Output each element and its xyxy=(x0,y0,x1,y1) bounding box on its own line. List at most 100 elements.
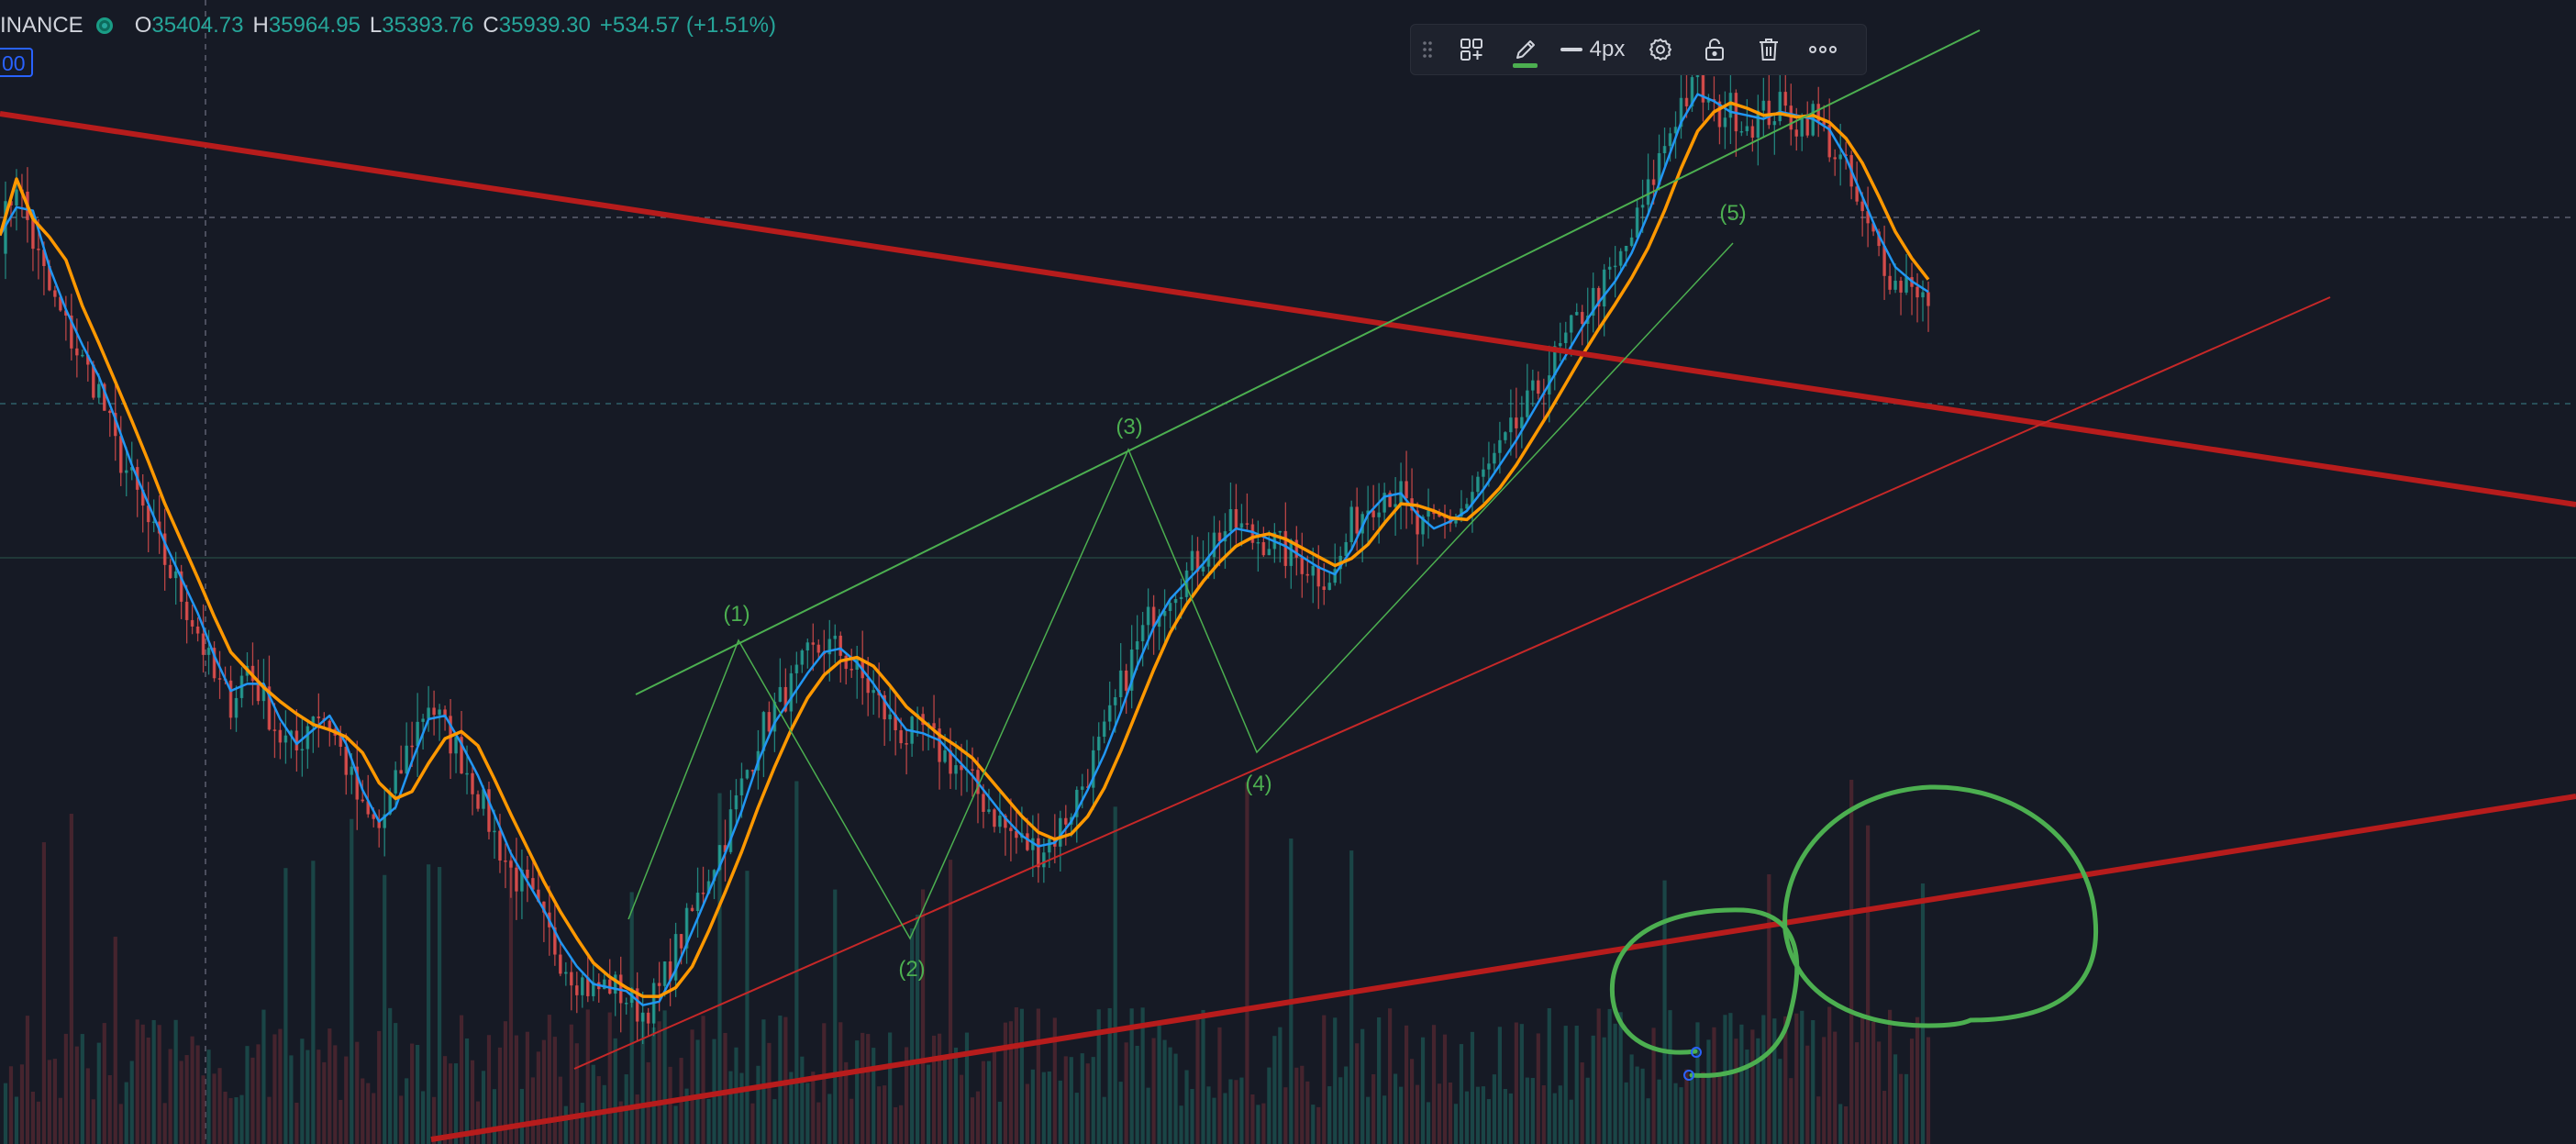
line-width-button[interactable]: 4px xyxy=(1552,24,1633,75)
high-value: 35964.95 xyxy=(268,13,361,38)
volume-bar xyxy=(206,1050,211,1144)
volume-bar xyxy=(91,1099,95,1144)
freehand-circle-right[interactable] xyxy=(1782,784,2099,1028)
lock-button[interactable] xyxy=(1687,24,1741,75)
volume-bar xyxy=(217,1068,222,1144)
candle xyxy=(355,740,360,830)
volume-bar xyxy=(361,1078,365,1144)
volume-bar xyxy=(937,1033,942,1144)
volume-bar xyxy=(234,1097,239,1144)
volume-bar xyxy=(305,1050,310,1144)
candle xyxy=(366,774,371,818)
candle xyxy=(1184,561,1189,607)
drawing-anchor-point[interactable] xyxy=(1691,1047,1702,1058)
candle xyxy=(1618,248,1623,273)
trendline-lower-support[interactable] xyxy=(430,794,2576,1142)
volume-bar xyxy=(959,1074,964,1144)
candle xyxy=(1311,547,1316,604)
candle xyxy=(212,641,217,683)
volume-bar xyxy=(569,1024,573,1144)
volume-bar xyxy=(1728,1013,1733,1144)
volume-bar xyxy=(1333,1017,1338,1144)
wave-label-4: (4) xyxy=(1245,772,1271,796)
candle xyxy=(855,645,860,699)
candle xyxy=(872,670,875,716)
volume-bar xyxy=(1080,1053,1084,1144)
volume-bar xyxy=(58,1097,62,1144)
volume-bar xyxy=(1860,1015,1865,1144)
volume-bar xyxy=(41,842,47,1144)
candle xyxy=(1487,441,1491,487)
candle xyxy=(1410,468,1414,525)
volume-bar xyxy=(503,1021,508,1144)
volume-bar xyxy=(1063,1056,1068,1144)
candle xyxy=(1059,810,1062,872)
candle xyxy=(1190,535,1194,596)
candle xyxy=(179,564,183,619)
open-value: 35404.73 xyxy=(151,13,244,38)
volume-bar xyxy=(1805,1045,1810,1144)
volume-bar xyxy=(316,1050,321,1144)
candle xyxy=(838,631,843,683)
candle xyxy=(1124,663,1128,715)
elliott-wave-path[interactable] xyxy=(627,242,1734,940)
volume-bar xyxy=(107,1074,112,1144)
price-tag[interactable]: 00 xyxy=(0,48,33,77)
candle xyxy=(949,727,952,790)
volume-bar xyxy=(1530,1077,1535,1144)
candle xyxy=(1427,488,1430,539)
candle xyxy=(618,956,623,1033)
more-button[interactable] xyxy=(1795,24,1849,75)
volume-bar xyxy=(981,1061,986,1144)
candle xyxy=(339,726,343,756)
volume-bar xyxy=(690,1029,694,1144)
volume-bar xyxy=(1750,1029,1755,1144)
candle xyxy=(701,866,705,906)
volume-bar xyxy=(1366,1096,1371,1144)
candle xyxy=(443,705,447,731)
trendline-wave-support[interactable] xyxy=(573,296,2331,1070)
candle xyxy=(1074,786,1079,843)
line-color-button[interactable] xyxy=(1498,24,1552,75)
drag-handle-icon[interactable] xyxy=(1411,24,1444,75)
volume-bar xyxy=(1629,1054,1634,1144)
volume-bar xyxy=(1706,1039,1711,1144)
channel-line-wave-top[interactable] xyxy=(635,29,1981,695)
delete-button[interactable] xyxy=(1741,24,1795,75)
candle xyxy=(1168,598,1172,628)
freehand-circle-left[interactable] xyxy=(1609,907,1800,1078)
symbol-name[interactable]: INANCE xyxy=(0,13,83,38)
candle xyxy=(767,701,772,739)
candle xyxy=(449,698,452,780)
drawing-anchor-point[interactable] xyxy=(1683,1070,1694,1081)
volume-bar xyxy=(1294,1067,1299,1144)
volume-bar xyxy=(574,1043,579,1144)
volume-bar xyxy=(1723,1015,1727,1144)
settings-button[interactable] xyxy=(1633,24,1687,75)
candle xyxy=(190,605,194,635)
candle xyxy=(1377,483,1381,544)
volume-bar xyxy=(1613,1023,1617,1144)
candle xyxy=(1349,500,1353,551)
templates-button[interactable] xyxy=(1444,24,1498,75)
volume-bar xyxy=(416,1044,420,1144)
candle xyxy=(1393,477,1397,536)
volume-bar xyxy=(1135,1045,1139,1144)
volume-bar xyxy=(1882,1091,1887,1144)
candle xyxy=(1300,532,1305,598)
volume-bar xyxy=(1289,839,1294,1144)
candle xyxy=(1327,572,1332,591)
volume-bar xyxy=(80,1034,84,1144)
drawing-toolbar: 4px xyxy=(1410,24,1867,75)
close-label: C xyxy=(483,13,499,38)
volume-bar xyxy=(492,1089,497,1144)
candle xyxy=(1805,101,1810,139)
volume-bar xyxy=(1475,1086,1481,1144)
volume-bar xyxy=(394,1023,398,1144)
volume-bar xyxy=(1909,1038,1915,1144)
candle xyxy=(580,973,584,1008)
candle xyxy=(849,649,854,678)
volume-bar xyxy=(96,1042,101,1144)
trendline-upper-resistance[interactable] xyxy=(0,111,2576,507)
